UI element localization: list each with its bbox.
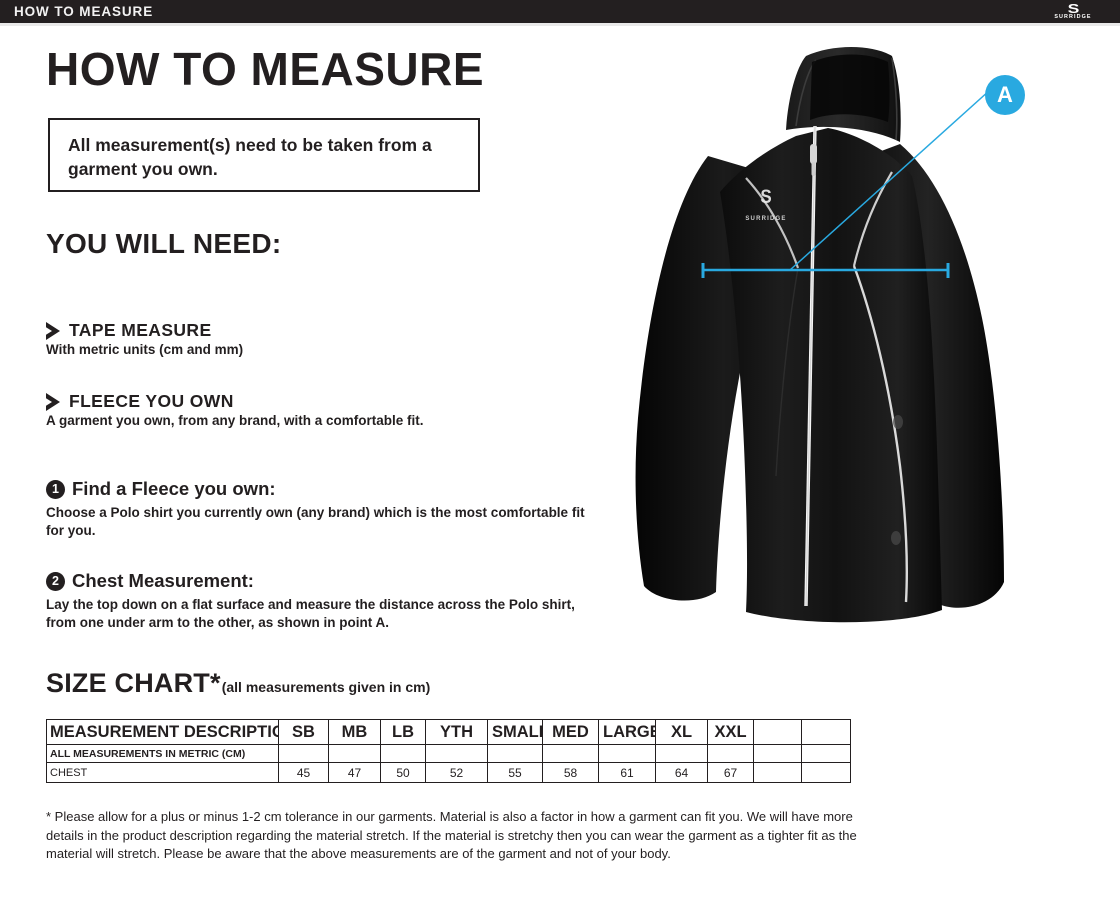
table-cell: 50 <box>380 762 426 783</box>
table-cell <box>598 744 656 763</box>
need-item-subtitle: A garment you own, from any brand, with … <box>46 413 424 428</box>
footnote-text: * Please allow for a plus or minus 1-2 c… <box>46 809 857 862</box>
need-item-title: FLEECE YOU OWN <box>69 391 234 411</box>
callout-badge-label: A <box>997 82 1013 107</box>
table-cell: 64 <box>655 762 708 783</box>
table-cell-description: CHEST <box>46 762 279 783</box>
step-title: Chest Measurement: <box>72 570 254 591</box>
table-cell: YTH <box>425 719 488 745</box>
step-2: 2 Chest Measurement: Lay the top down on… <box>46 570 586 632</box>
brand-logo: S SURRIDGE <box>1040 1 1106 23</box>
table-cell <box>753 762 802 783</box>
surridge-s-monogram-icon: S <box>1067 0 1080 16</box>
table-cell: XL <box>655 719 708 745</box>
table-cell <box>487 744 543 763</box>
top-bar-rule <box>0 23 1120 26</box>
table-cell-description: ALL MEASUREMENTS IN METRIC (CM) <box>46 744 279 763</box>
size-chart-subtitle: (all measurements given in cm) <box>221 679 431 695</box>
step-number-badge: 2 <box>46 571 65 591</box>
table-cell: SB <box>278 719 329 745</box>
page-title: HOW TO MEASURE <box>46 43 485 95</box>
table-row: ALL MEASUREMENTS IN METRIC (CM) <box>46 744 851 763</box>
table-cell <box>707 744 754 763</box>
step-title: Find a Fleece you own: <box>72 478 276 499</box>
table-cell: 58 <box>542 762 599 783</box>
table-cell <box>655 744 708 763</box>
table-cell <box>801 762 851 783</box>
table-cell <box>801 744 851 763</box>
fleece-jacket-illustration: S SURRIDGE <box>635 47 1004 623</box>
table-cell <box>801 719 851 745</box>
need-item-subtitle: With metric units (cm and mm) <box>46 342 244 357</box>
chest-logo: S SURRIDGE <box>745 185 786 222</box>
chest-measurement-line <box>701 263 950 278</box>
table-row: CHEST 45 47 50 52 55 58 61 64 67 <box>46 762 851 783</box>
table-cell: 55 <box>487 762 543 783</box>
top-bar <box>0 0 1120 23</box>
table-cell: XXL <box>707 719 754 745</box>
brand-wordmark: SURRIDGE <box>1054 13 1092 20</box>
table-cell <box>753 719 802 745</box>
table-cell <box>753 744 802 763</box>
table-cell: 52 <box>425 762 488 783</box>
table-cell: 45 <box>278 762 329 783</box>
need-item-tape-measure: TAPE MEASURE With metric units (cm and m… <box>44 320 244 357</box>
callout-leader-line <box>789 89 991 271</box>
table-cell: MED <box>542 719 599 745</box>
table-cell: LB <box>380 719 426 745</box>
table-cell <box>278 744 329 763</box>
need-item-title: TAPE MEASURE <box>69 320 212 340</box>
triangle-bullet-icon <box>44 392 60 411</box>
table-cell: 67 <box>707 762 754 783</box>
top-bar-title: HOW TO MEASURE <box>14 4 154 19</box>
svg-text:SURRIDGE: SURRIDGE <box>745 216 786 222</box>
table-cell: 47 <box>328 762 381 783</box>
table-cell: SMALL <box>487 719 543 745</box>
step-number-badge: 1 <box>46 479 65 499</box>
size-chart-heading: SIZE CHART* (all measurements given in c… <box>46 668 430 699</box>
step-1: 1 Find a Fleece you own: Choose a Polo s… <box>46 478 586 540</box>
table-cell <box>425 744 488 763</box>
svg-text:S: S <box>760 185 771 207</box>
you-will-need-heading: YOU WILL NEED: <box>46 228 282 259</box>
table-cell: 61 <box>598 762 656 783</box>
size-chart-table: MEASUREMENT DESCRIPTIONSBMBLBYTHSMALLMED… <box>46 719 851 783</box>
table-cell: LARGE <box>598 719 656 745</box>
need-item-fleece-you-own: FLEECE YOU OWN A garment you own, from a… <box>44 391 424 428</box>
note-box-text: All measurement(s) need to be taken from… <box>68 135 432 179</box>
step-body: Lay the top down on a flat surface and m… <box>46 597 575 630</box>
table-cell-description: MEASUREMENT DESCRIPTION <box>46 719 279 745</box>
table-cell: MB <box>328 719 381 745</box>
table-cell <box>380 744 426 763</box>
size-chart-title: SIZE CHART* <box>46 668 221 698</box>
product-photo: S SURRIDGE <box>600 26 1120 686</box>
table-cell <box>542 744 599 763</box>
triangle-bullet-icon <box>44 321 60 340</box>
note-box: All measurement(s) need to be taken from… <box>48 118 480 192</box>
table-row: MEASUREMENT DESCRIPTIONSBMBLBYTHSMALLMED… <box>46 719 851 745</box>
step-body: Choose a Polo shirt you currently own (a… <box>46 505 585 538</box>
callout-badge-a: A <box>985 75 1025 115</box>
table-cell <box>328 744 381 763</box>
